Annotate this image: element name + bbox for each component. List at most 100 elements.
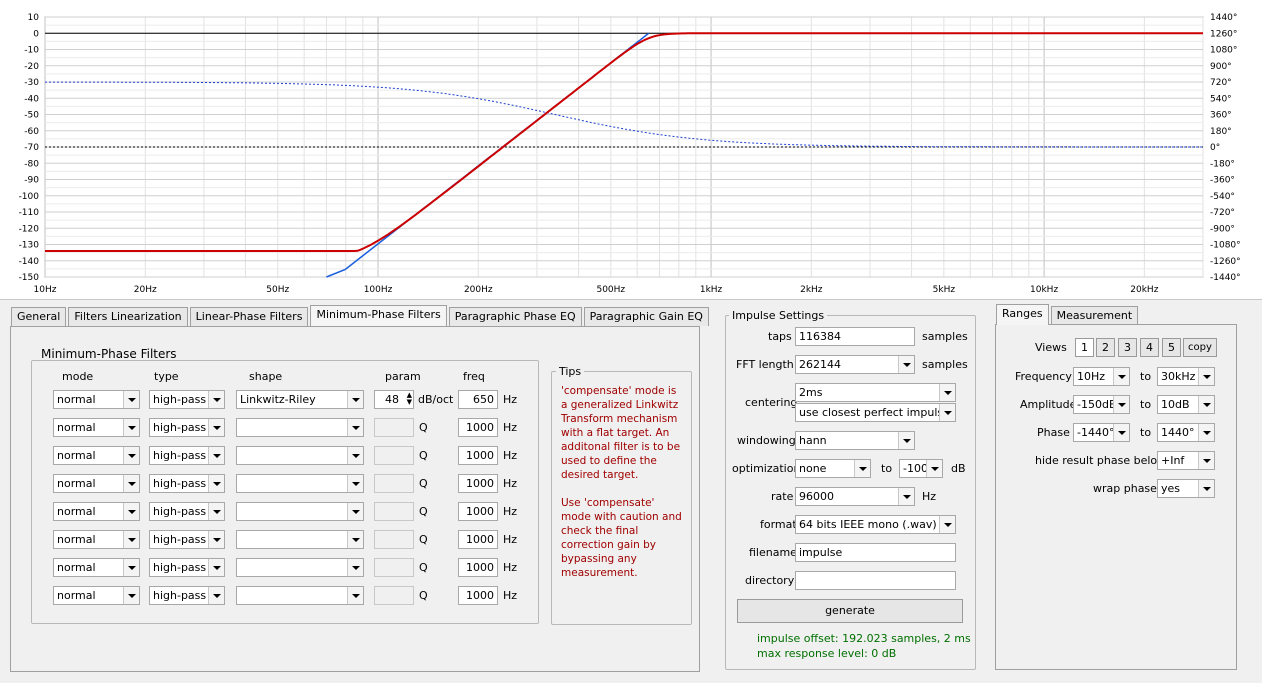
centering-mode-select[interactable]: use closest perfect impulse bbox=[795, 403, 956, 422]
generate-button[interactable]: generate bbox=[737, 599, 963, 623]
tab-measurement[interactable]: Measurement bbox=[1050, 306, 1139, 325]
phase-to-select[interactable]: 1440° bbox=[1157, 423, 1215, 442]
impulse-offset-text: impulse offset: 192.023 samples, 2 ms bbox=[757, 632, 971, 645]
chevron-down-icon bbox=[123, 475, 139, 492]
view-1-button[interactable]: 1 bbox=[1075, 338, 1094, 357]
type-select[interactable]: high-pass bbox=[149, 418, 225, 437]
copy-view-button[interactable]: copy bbox=[1183, 338, 1217, 357]
view-3-button[interactable]: 3 bbox=[1118, 338, 1137, 357]
mode-value: normal bbox=[57, 561, 96, 574]
tab-paragraphic-gain-eq[interactable]: Paragraphic Gain EQ bbox=[583, 307, 709, 326]
mode-select[interactable]: normal bbox=[53, 502, 140, 521]
shape-select[interactable] bbox=[236, 586, 364, 605]
amplitude-from-select[interactable]: -150dB bbox=[1073, 395, 1130, 414]
x-axis-tick-label: 2kHz bbox=[800, 285, 823, 295]
mode-select[interactable]: normal bbox=[53, 558, 140, 577]
tab-linear-phase-filters[interactable]: Linear-Phase Filters bbox=[189, 307, 309, 326]
y-axis-tick-label: -80 bbox=[24, 159, 39, 169]
param-field[interactable] bbox=[374, 446, 414, 465]
fft-length-select[interactable]: 262144 bbox=[795, 355, 915, 374]
param-field[interactable] bbox=[374, 530, 414, 549]
optimization-select[interactable]: none bbox=[795, 459, 871, 478]
freq-input[interactable]: 1000 bbox=[458, 502, 498, 521]
phase-axis-tick-label: -360° bbox=[1210, 176, 1235, 186]
chevron-down-icon bbox=[208, 587, 224, 604]
freq-input[interactable]: 650 bbox=[458, 390, 498, 409]
param-field[interactable] bbox=[374, 502, 414, 521]
format-select[interactable]: 64 bits IEEE mono (.wav) bbox=[795, 515, 956, 534]
shape-select[interactable] bbox=[236, 474, 364, 493]
freq-input[interactable]: 1000 bbox=[458, 446, 498, 465]
fft-length-label: FFT length bbox=[736, 358, 794, 371]
type-select[interactable]: high-pass bbox=[149, 474, 225, 493]
type-select[interactable]: high-pass bbox=[149, 446, 225, 465]
tips-group bbox=[551, 371, 692, 625]
centering-select[interactable]: 2ms bbox=[795, 383, 956, 402]
wrap-phase-select[interactable]: yes bbox=[1157, 479, 1215, 498]
type-select[interactable]: high-pass bbox=[149, 586, 225, 605]
taps-input[interactable]: 116384 bbox=[795, 327, 915, 346]
param-spinner[interactable]: 48 ▲ ▼ bbox=[374, 390, 414, 409]
windowing-select[interactable]: hann bbox=[795, 431, 915, 450]
param-value: 48 bbox=[385, 393, 399, 406]
view-4-button[interactable]: 4 bbox=[1140, 338, 1159, 357]
rate-select[interactable]: 96000 bbox=[795, 487, 915, 506]
tab-filters-linearization[interactable]: Filters Linearization bbox=[68, 307, 188, 326]
shape-select[interactable]: Linkwitz-Riley bbox=[236, 390, 364, 409]
response-plot[interactable]: 10 0 -10 -20 -30 -40 -50 -60 -70 -80 -90 -100 -110 -1… bbox=[0, 0, 1262, 300]
freq-input[interactable]: 1000 bbox=[458, 418, 498, 437]
param-field[interactable] bbox=[374, 586, 414, 605]
phase-axis-tick-label: 900° bbox=[1210, 62, 1232, 72]
x-axis-tick-label: 10kHz bbox=[1030, 285, 1058, 295]
view-5-button[interactable]: 5 bbox=[1162, 338, 1181, 357]
mode-select[interactable]: normal bbox=[53, 390, 140, 409]
freq-input[interactable]: 1000 bbox=[458, 586, 498, 605]
shape-select[interactable] bbox=[236, 530, 364, 549]
tab-ranges[interactable]: Ranges bbox=[996, 304, 1049, 325]
chevron-down-icon bbox=[1198, 368, 1214, 385]
tab-minimum-phase-filters[interactable]: Minimum-Phase Filters bbox=[310, 305, 447, 326]
mode-select[interactable]: normal bbox=[53, 586, 140, 605]
optimization-to-select[interactable]: -100 bbox=[899, 459, 943, 478]
tab-general[interactable]: General bbox=[11, 307, 67, 326]
phase-from-select[interactable]: -1440° bbox=[1073, 423, 1130, 442]
param-field[interactable] bbox=[374, 558, 414, 577]
freq-input[interactable]: 1000 bbox=[458, 530, 498, 549]
shape-select[interactable] bbox=[236, 558, 364, 577]
freq-unit-label: Hz bbox=[503, 533, 518, 546]
mode-select[interactable]: normal bbox=[53, 530, 140, 549]
amplitude-to-select[interactable]: 10dB bbox=[1157, 395, 1215, 414]
type-select[interactable]: high-pass bbox=[149, 558, 225, 577]
mode-select[interactable]: normal bbox=[53, 446, 140, 465]
freq-input[interactable]: 1000 bbox=[458, 474, 498, 493]
header-freq: freq bbox=[463, 370, 485, 383]
frequency-to-select[interactable]: 30kHz bbox=[1157, 367, 1215, 386]
frequency-from-select[interactable]: 10Hz bbox=[1073, 367, 1130, 386]
freq-unit-label: Hz bbox=[503, 589, 518, 602]
view-2-button[interactable]: 2 bbox=[1096, 338, 1115, 357]
param-unit-label: Q bbox=[419, 589, 428, 602]
phase-axis-tick-label: -1080° bbox=[1210, 241, 1241, 251]
spinner-arrows-icon[interactable]: ▲ ▼ bbox=[406, 391, 412, 406]
freq-input[interactable]: 1000 bbox=[458, 558, 498, 577]
mode-select[interactable]: normal bbox=[53, 418, 140, 437]
tips-paragraph-2: Use 'compensate' mode with caution and c… bbox=[561, 497, 682, 579]
hide-phase-select[interactable]: +Inf bbox=[1157, 451, 1215, 470]
param-field[interactable] bbox=[374, 418, 414, 437]
tab-paragraphic-phase-eq[interactable]: Paragraphic Phase EQ bbox=[448, 307, 582, 326]
type-select[interactable]: high-pass bbox=[149, 390, 225, 409]
phase-axis-tick-label: 360° bbox=[1210, 111, 1232, 121]
header-mode: mode bbox=[62, 370, 94, 383]
filename-input[interactable]: impulse bbox=[795, 543, 956, 562]
shape-select[interactable] bbox=[236, 446, 364, 465]
directory-input[interactable] bbox=[795, 571, 956, 590]
header-param: param bbox=[385, 370, 421, 383]
param-field[interactable] bbox=[374, 474, 414, 493]
type-select[interactable]: high-pass bbox=[149, 502, 225, 521]
x-axis-tick-label: 50Hz bbox=[266, 285, 289, 295]
mode-select[interactable]: normal bbox=[53, 474, 140, 493]
type-select[interactable]: high-pass bbox=[149, 530, 225, 549]
shape-select[interactable] bbox=[236, 418, 364, 437]
y-axis-tick-label: -40 bbox=[24, 94, 39, 104]
shape-select[interactable] bbox=[236, 502, 364, 521]
